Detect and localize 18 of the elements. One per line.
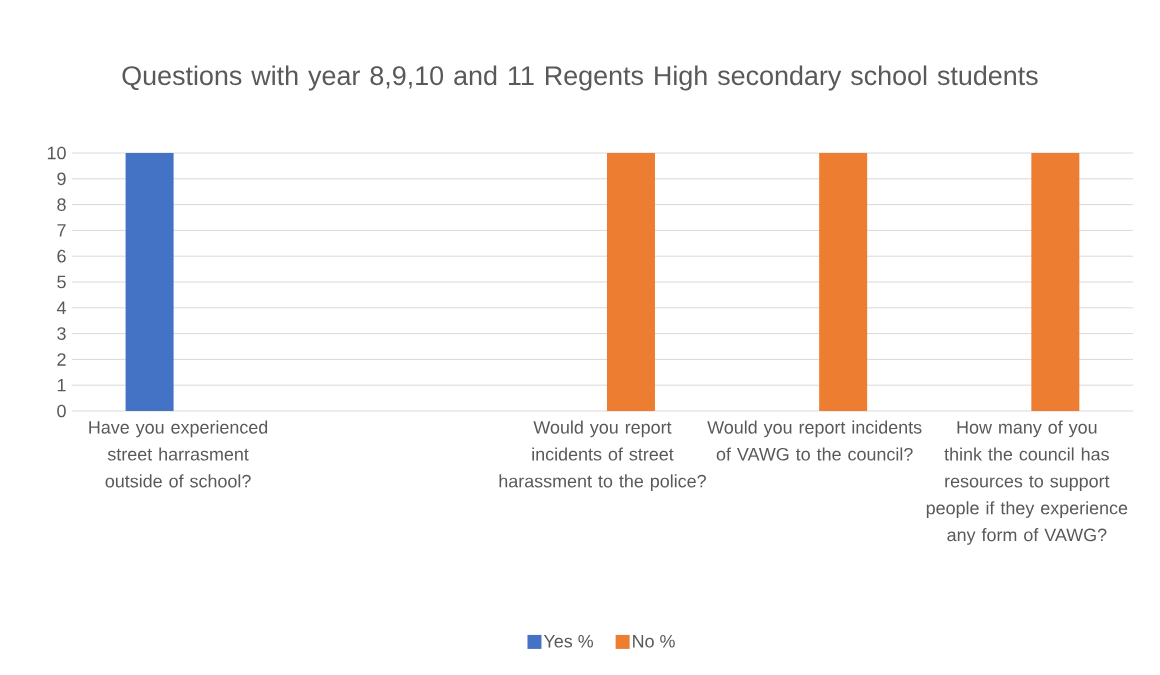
y-tick-label: 8 (57, 198, 66, 211)
legend-label: No % (633, 634, 675, 648)
y-tick-label: 5 (57, 275, 66, 289)
y-tick-label: 4 (56, 301, 66, 314)
y-tick-label: 7 (57, 224, 66, 237)
y-tick-label: 2 (57, 353, 66, 366)
y-tick-label: 9 (57, 172, 66, 186)
y-tick-label: 10 (47, 146, 66, 160)
chart-title: Questions with year 8,9,10 and 11 Regents High secondary school students (122, 65, 1038, 91)
legend-label: Yes % (543, 634, 594, 648)
y-tick-label: 0 (57, 404, 66, 418)
y-tick-label: 1 (57, 379, 66, 392)
x-tick-label: Have you experienced street harrasment outside of school? (89, 420, 268, 488)
y-tick-label: 6 (57, 249, 66, 263)
x-tick-label: Would you report incidents of VAWG to the council? (707, 420, 922, 461)
x-tick-label: Would you report incidents of street harassment to the police? (499, 420, 706, 492)
x-tick-label: How many of you think the council has resources to support people if they experience any form of VAWG? (926, 420, 1128, 545)
y-tick-label: 3 (57, 327, 66, 340)
